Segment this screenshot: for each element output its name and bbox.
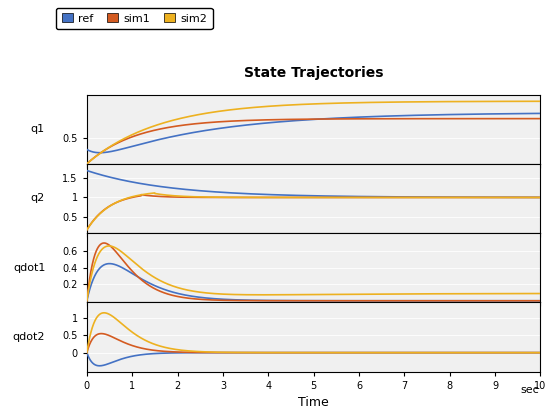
X-axis label: Time: Time — [298, 396, 329, 409]
Y-axis label: q2: q2 — [30, 194, 45, 203]
Y-axis label: q1: q1 — [30, 124, 44, 134]
Text: State Trajectories: State Trajectories — [244, 66, 384, 80]
Y-axis label: qdot1: qdot1 — [13, 263, 45, 273]
Text: sec: sec — [521, 385, 539, 395]
Y-axis label: qdot2: qdot2 — [13, 332, 45, 342]
Legend: ref, sim1, sim2: ref, sim1, sim2 — [56, 8, 213, 29]
